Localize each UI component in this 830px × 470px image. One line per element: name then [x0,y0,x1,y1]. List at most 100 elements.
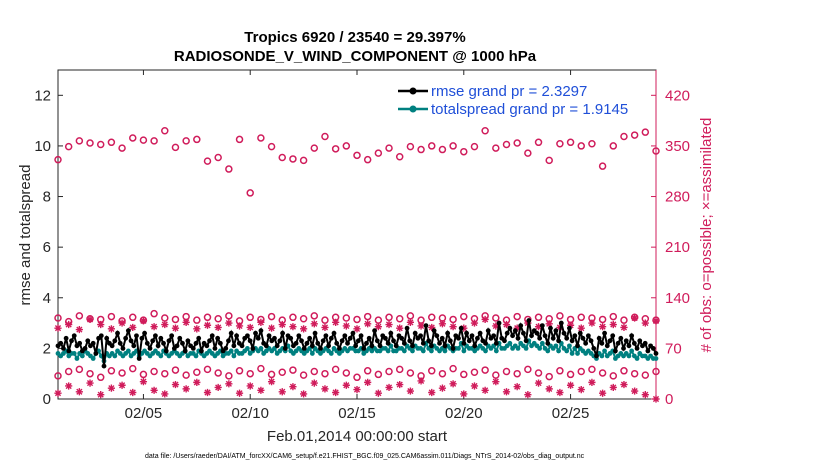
rmse-point [77,340,83,346]
obs-possible-marker [203,157,212,165]
rmse-point [466,338,472,344]
obs-assimilated-marker [631,387,639,395]
obs-assimilated-marker [321,385,329,393]
obs-possible-marker [577,367,585,376]
y-left-tick-label: 8 [43,189,51,206]
rmse-point [115,330,120,336]
rmse-point [309,343,315,349]
obs-possible-marker [225,165,233,173]
obs-possible-marker [321,132,329,141]
obs-assimilated-marker [235,389,244,397]
obs-assimilated-marker [502,320,511,329]
totalspread-point [401,348,407,354]
y-axis-right: 0 70 140 210 280 350 420 [651,70,690,408]
rmse-point [537,335,543,341]
obs-assimilated-marker [438,320,447,328]
obs-assimilated-marker [332,388,340,397]
obs-possible-marker [321,316,329,324]
rmse-point [109,343,115,349]
obs-assimilated-marker [460,390,468,398]
obs-assimilated-marker [107,325,115,333]
obs-possible-marker [331,145,340,153]
rmse-point [226,338,231,344]
rmse-point [228,330,234,336]
rmse-point [585,333,591,339]
obs-possible-marker [630,369,639,378]
rmse-point [155,343,161,349]
y-left-tick-label: 0 [43,391,51,408]
rmse-point [215,335,221,341]
x-tick-label: 02/20 [445,405,483,422]
obs-assimilated-marker [150,386,158,394]
rmse-point [637,338,643,344]
rmse-point [429,343,434,349]
rmse-point [361,345,367,351]
obs-possible-marker [299,314,308,323]
obs-possible-marker [54,314,62,322]
totalspread-point [90,356,96,361]
rmse-point [391,338,396,344]
obs-possible-marker [86,369,94,378]
obs-assimilated-marker [577,324,585,332]
rmse-point [507,325,513,331]
obs-possible-marker [86,139,94,147]
obs-possible-marker [428,313,436,322]
obs-assimilated-marker [438,384,447,392]
rmse-point [326,343,331,349]
rmse-point [645,348,651,354]
rmse-point [539,323,545,329]
rmse-point [320,338,326,344]
rmse-point [475,335,480,341]
totalspread-point [410,348,415,354]
totalspread-point [483,348,488,354]
rmse-point [163,348,169,354]
obs-possible-marker [534,369,543,377]
obs-possible-marker [652,147,660,155]
obs-possible-marker [278,153,286,162]
totalspread-point [567,343,572,349]
obs-possible-marker [139,136,148,144]
rmse-point [182,348,188,354]
obs-possible-marker [193,368,201,376]
obs-possible-marker [353,373,361,382]
totalspread-point [599,353,605,359]
obs-possible-marker [278,368,286,376]
obs-possible-marker [139,370,148,379]
obs-possible-marker [449,364,457,373]
y-right-tick-label: 0 [665,391,673,408]
totalspread-point [74,356,80,361]
rmse-point [123,335,129,341]
obs-assimilated-marker [609,320,617,329]
obs-possible-marker [75,365,84,374]
totalspread-point [158,353,164,359]
x-axis-label: Feb.01,2014 00:00:00 start [267,428,448,445]
x-tick-label: 02/10 [231,405,269,422]
obs-assimilated-marker [353,325,361,333]
totalspread-point [493,348,499,354]
obs-possible-marker [150,367,158,376]
totalspread-point [461,348,467,354]
rmse-point [607,338,613,344]
x-tick-label: 02/15 [338,405,376,422]
obs-assimilated-marker [417,377,425,385]
obs-possible-marker [406,142,415,151]
legend-spread-label: totalspread grand pr = 1.9145 [431,101,628,118]
obs-possible-marker [193,316,201,324]
obs-assimilated-marker [492,322,500,330]
obs-assimilated-marker [203,388,212,397]
obs-assimilated-marker [289,383,297,391]
rmse-point [366,335,372,341]
rmse-point [174,343,180,349]
y-right-tick-label: 420 [665,87,690,104]
totalspread-point [545,348,551,354]
obs-possible-marker [171,315,180,324]
rmse-series [55,318,659,369]
obs-possible-marker [363,312,372,321]
totalspread-point [556,348,561,354]
obs-possible-marker [363,155,372,164]
obs-possible-marker [299,371,308,379]
rmse-point [567,325,572,331]
totalspread-point [71,351,77,356]
rmse-point [190,345,196,351]
obs-possible-marker [342,314,351,322]
